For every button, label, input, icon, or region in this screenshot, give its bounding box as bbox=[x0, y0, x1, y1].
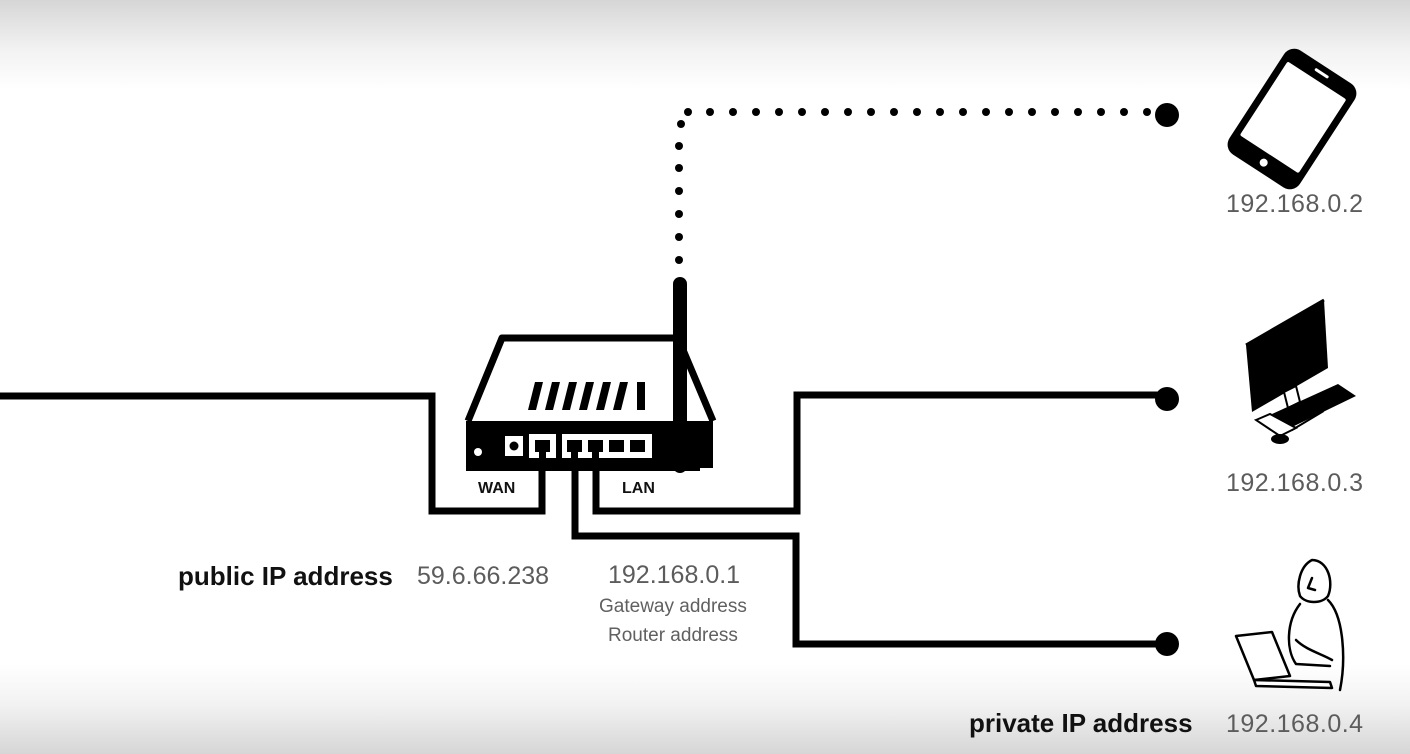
lan-plug-2 bbox=[592, 446, 599, 460]
desktop-ip-value: 192.168.0.3 bbox=[1226, 469, 1364, 497]
private-ip-label: private IP address bbox=[969, 708, 1193, 738]
lan-wire-desktop bbox=[592, 391, 1167, 515]
wan-plug bbox=[539, 446, 546, 460]
smartphone-icon bbox=[1227, 48, 1357, 190]
phone-endpoint bbox=[1155, 103, 1179, 127]
laptop-endpoint bbox=[1155, 632, 1179, 656]
router-ip-value: 192.168.0.1 bbox=[608, 561, 741, 589]
gateway-address-label: Gateway address bbox=[599, 596, 747, 617]
lan-label: LAN bbox=[622, 480, 655, 497]
lan-plug-1 bbox=[571, 446, 578, 460]
desktop-computer-icon bbox=[1245, 298, 1356, 444]
wireless-link-dots bbox=[675, 108, 1151, 264]
laptop-ip-value: 192.168.0.4 bbox=[1226, 710, 1364, 738]
public-ip-label: public IP address bbox=[178, 561, 393, 591]
wan-label: WAN bbox=[478, 480, 516, 497]
phone-ip-value: 192.168.0.2 bbox=[1226, 190, 1364, 218]
lan-wire-laptop bbox=[571, 453, 1167, 648]
router-address-label: Router address bbox=[608, 625, 738, 646]
laptop-user-icon bbox=[1234, 558, 1345, 692]
public-ip-value: 59.6.66.238 bbox=[417, 562, 550, 590]
top-vignette bbox=[0, 0, 1410, 90]
wan-wire bbox=[0, 392, 546, 515]
bottom-vignette bbox=[0, 664, 1410, 754]
router-icon bbox=[464, 277, 717, 473]
desktop-endpoint bbox=[1155, 387, 1179, 411]
